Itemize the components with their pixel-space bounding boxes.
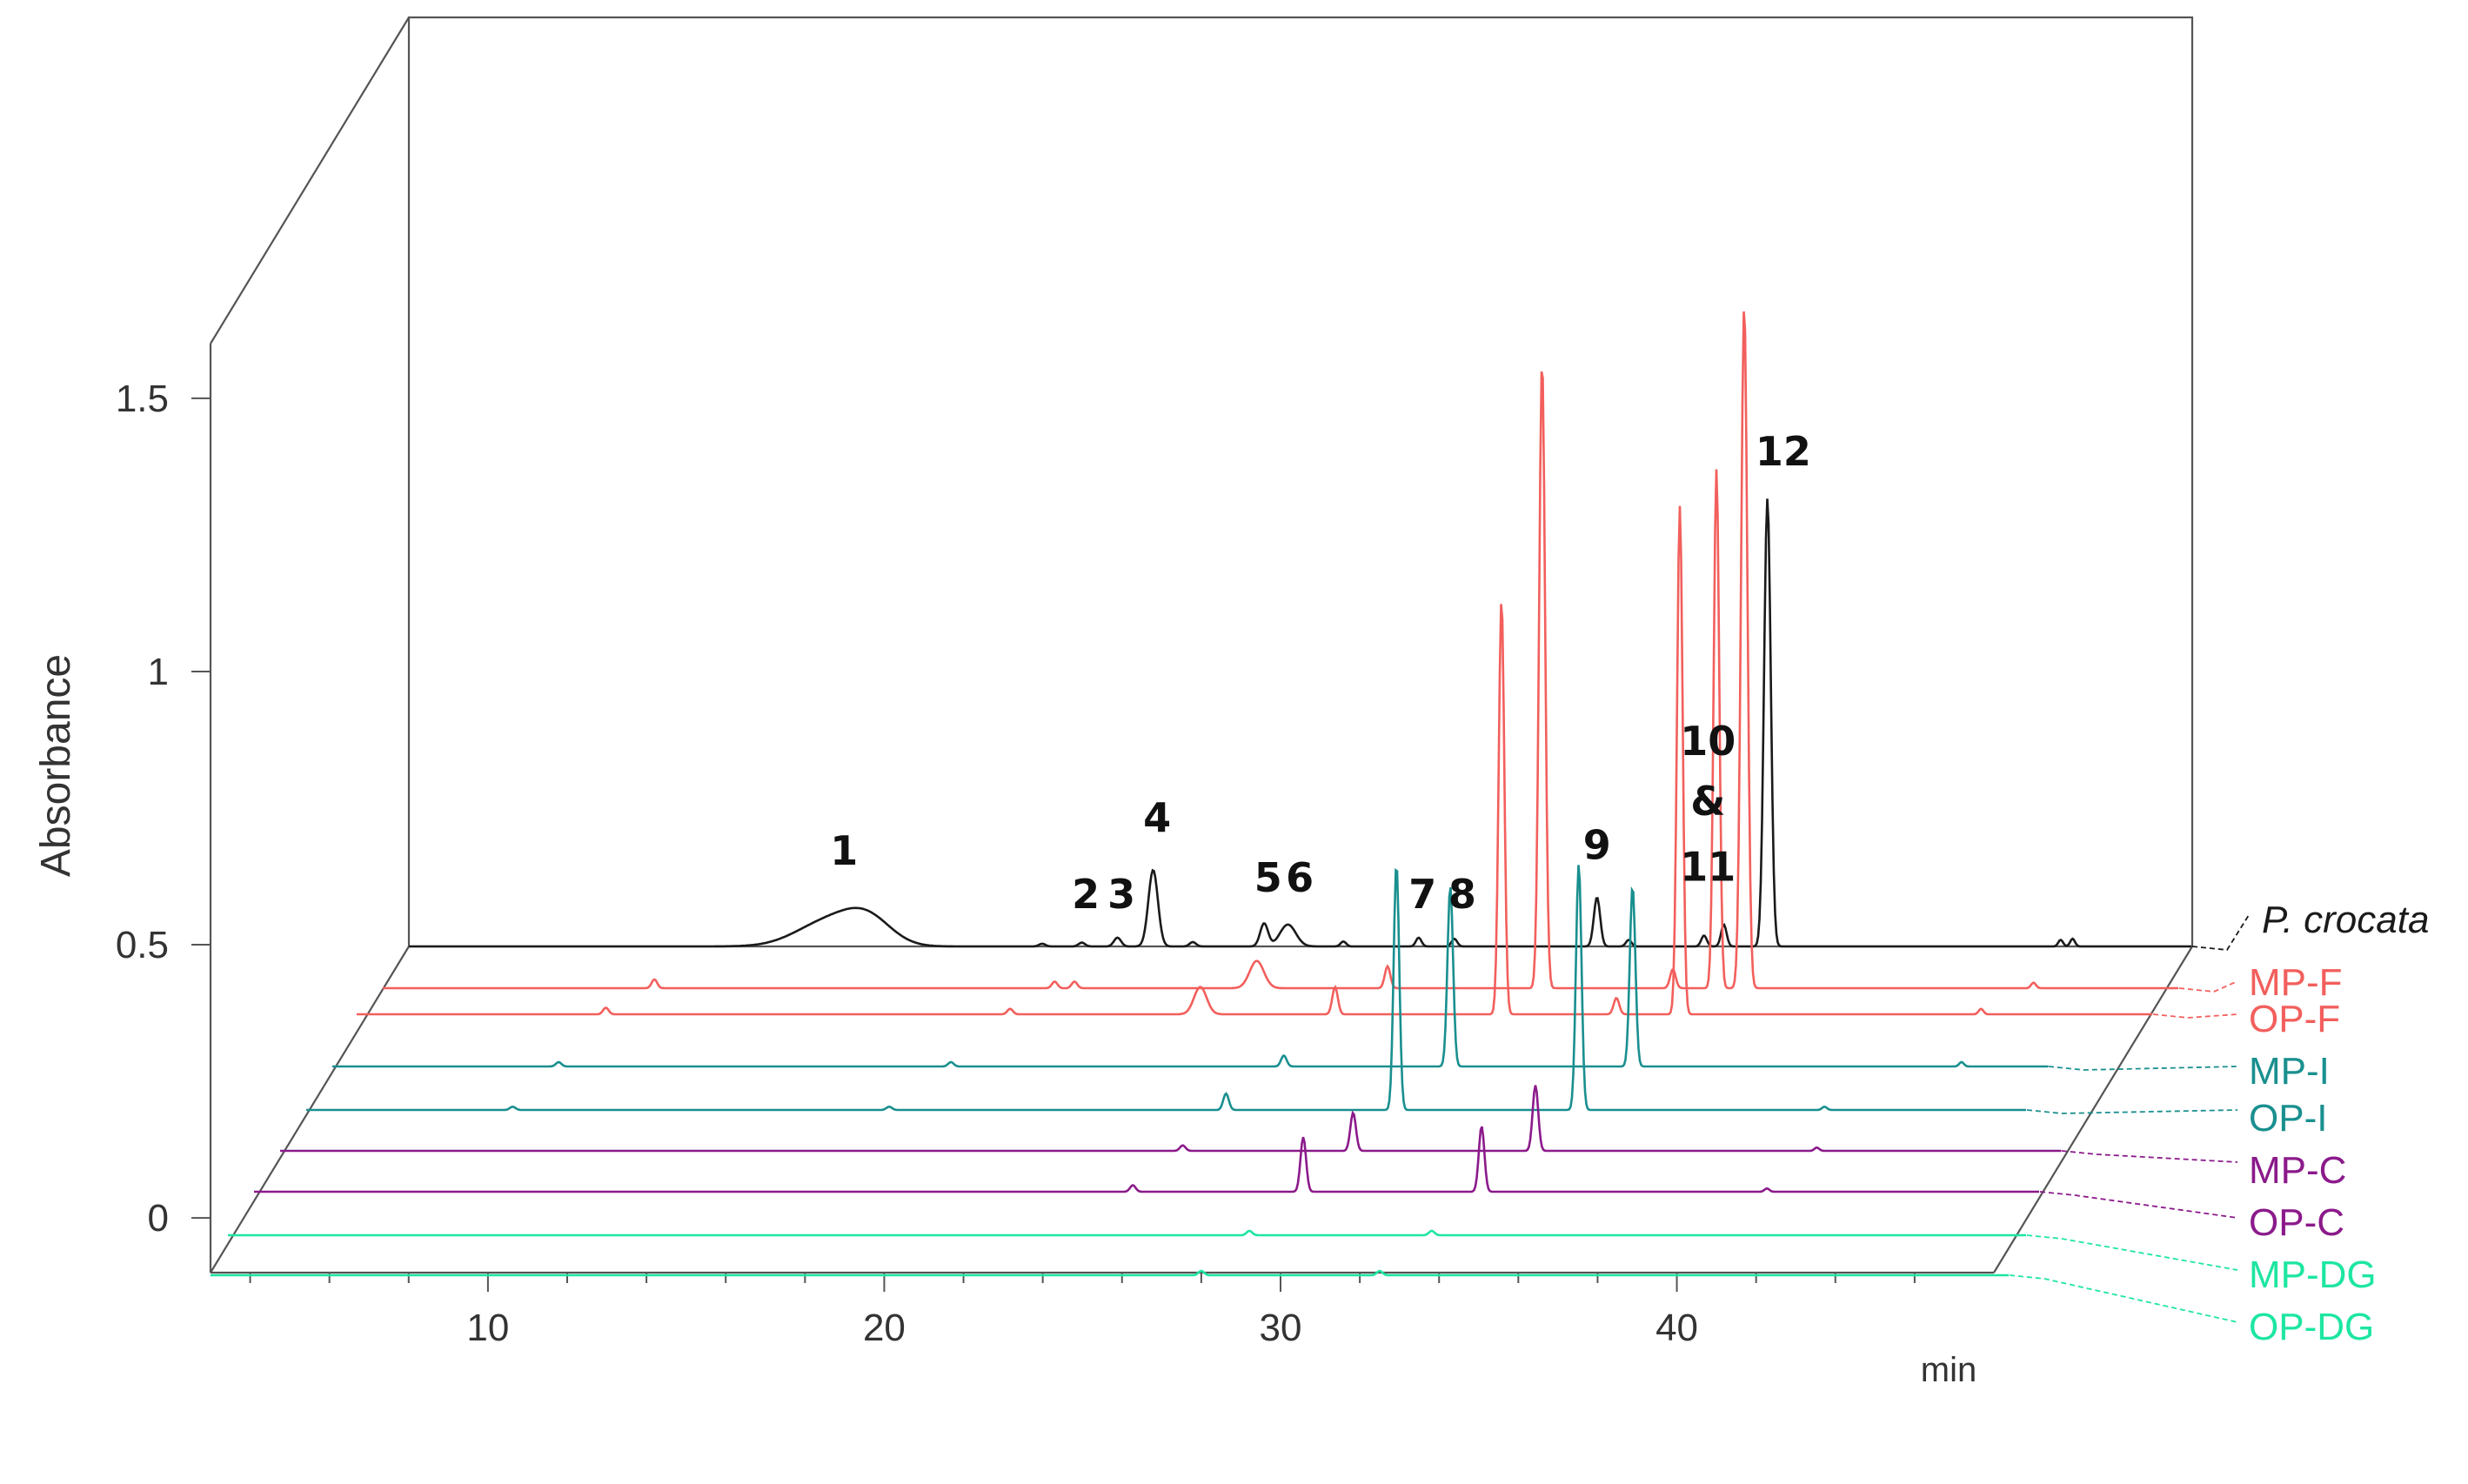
- series-line-op-i: [306, 865, 2026, 1112]
- peak-label: 1: [830, 827, 858, 874]
- legend-entry: MP-I: [2249, 1050, 2330, 1093]
- axis-layer: 10 20 30 40 0 0.5 1 1.5: [116, 378, 1916, 1349]
- peak-label: 5: [1254, 854, 1282, 901]
- series-line-mp-dg: [228, 1229, 2026, 1237]
- peak-label: 7: [1408, 871, 1436, 918]
- legend-layer: P. crocata MP-FOP-F MP-IOP-I MP-C OP-C MP-DG O…: [2009, 899, 2429, 1348]
- y-tick-label: 1.5: [116, 378, 169, 420]
- trace-layer: [211, 311, 2191, 1277]
- x-tick-label: 40: [1655, 1307, 1698, 1349]
- peak-label: 11: [1680, 844, 1736, 891]
- series-line-mp-c: [280, 1085, 2062, 1153]
- legend-leader-line: [2039, 1191, 2238, 1219]
- x-tick-label: 20: [863, 1307, 906, 1349]
- legend-leader-line: [2026, 1109, 2238, 1114]
- peak-label: 4: [1143, 794, 1171, 841]
- peak-label: 3: [1107, 871, 1135, 918]
- legend-leader-line: [2026, 1234, 2238, 1271]
- legend-leader-line: [2152, 1013, 2238, 1019]
- legend-entry: MP-F: [2249, 961, 2343, 1004]
- peak-label: 9: [1583, 822, 1611, 869]
- peak-label: 12: [1756, 428, 1811, 475]
- series-line-mp-f: [383, 311, 2178, 990]
- series-line-op-dg: [211, 1269, 2009, 1277]
- peak-label: 6: [1286, 854, 1314, 901]
- legend-leader-line: [2191, 914, 2250, 951]
- legend-leader-line: [2061, 1150, 2238, 1163]
- y-tick-label: 0: [148, 1197, 169, 1240]
- top-depth-edge: [210, 17, 410, 344]
- peak-label: 10: [1680, 718, 1736, 765]
- legend-leader-line: [2009, 1274, 2238, 1323]
- series-line-op-c: [254, 1126, 2039, 1193]
- y-tick-label: 1: [148, 651, 169, 693]
- series-line-mp-i: [332, 886, 2049, 1068]
- legend-entry: OP-F: [2249, 998, 2340, 1040]
- legend-entry: OP-DG: [2249, 1306, 2374, 1348]
- peak-label: &: [1690, 778, 1725, 825]
- back-wall: [407, 16, 2194, 946]
- legend-entry: MP-DG: [2249, 1253, 2377, 1296]
- series-line-p-crocata: [409, 498, 2191, 948]
- peak-label: 2: [1072, 871, 1100, 918]
- x-axis-unit-label: min: [1921, 1351, 1976, 1389]
- x-tick-label: 10: [466, 1307, 509, 1349]
- legend-leader-line: [2178, 980, 2238, 993]
- legend-leader-line: [2048, 1066, 2238, 1071]
- legend-entry: OP-C: [2249, 1201, 2344, 1244]
- legend-entry: P. crocata: [2262, 899, 2429, 941]
- y-tick-label: 0.5: [116, 924, 169, 966]
- legend-entry: OP-I: [2249, 1097, 2327, 1140]
- series-line-op-f: [357, 505, 2152, 1016]
- peak-label: 8: [1448, 871, 1476, 918]
- box-frame: [209, 16, 2194, 1274]
- y-axis-title: Absorbance: [33, 654, 79, 877]
- x-tick-label: 30: [1260, 1307, 1302, 1349]
- legend-entry: MP-C: [2249, 1149, 2346, 1192]
- floor-depth-edge-right: [1993, 946, 2193, 1273]
